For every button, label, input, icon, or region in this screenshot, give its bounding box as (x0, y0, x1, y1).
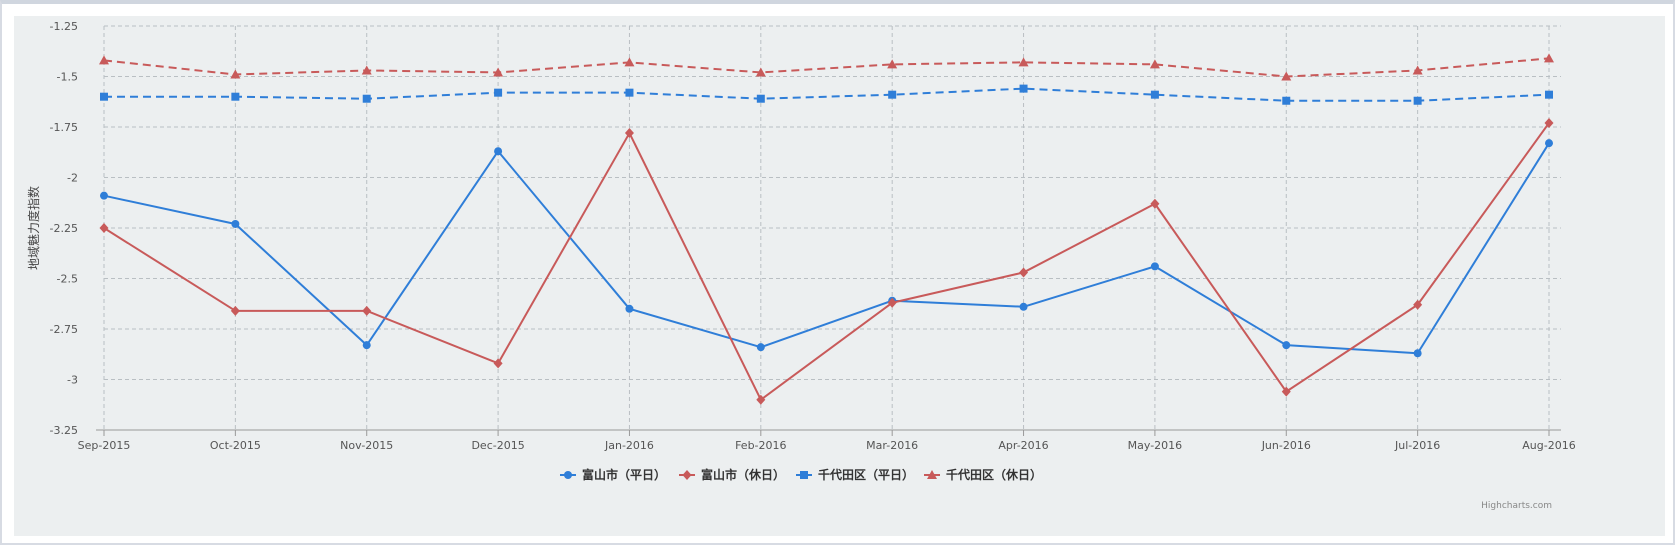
data-point[interactable] (362, 94, 371, 103)
series-line[interactable] (103, 142, 1550, 355)
legend-item-1[interactable]: 富山市（平日） (560, 467, 666, 482)
data-point[interactable] (1545, 139, 1553, 148)
y-tick-label: -3 (67, 374, 78, 387)
data-point[interactable] (231, 92, 240, 101)
data-point[interactable] (1282, 96, 1291, 105)
data-point[interactable] (887, 297, 897, 308)
data-point[interactable] (1281, 71, 1292, 81)
data-point[interactable] (624, 128, 634, 139)
y-axis: -1.25 -1.5 -1.75 -2 -2.25 -2.5 -2.75 -3 -3.25 (50, 20, 78, 437)
data-point[interactable] (1413, 299, 1423, 310)
series-line[interactable] (103, 122, 1550, 401)
data-point (682, 470, 692, 480)
data-point[interactable] (100, 191, 108, 200)
series-group (99, 53, 1554, 405)
data-point[interactable] (1281, 386, 1291, 397)
data-point[interactable] (756, 94, 765, 103)
data-point[interactable] (494, 147, 503, 156)
data-point[interactable] (1149, 59, 1160, 69)
data-point[interactable] (493, 358, 503, 369)
legend-label[interactable]: 千代田区（平日） (818, 467, 914, 482)
y-tick-label: -2.25 (50, 222, 78, 235)
y-tick-label: -1.25 (50, 20, 78, 33)
data-point[interactable] (1282, 341, 1291, 350)
data-point[interactable] (625, 304, 634, 313)
data-point[interactable] (1150, 262, 1159, 271)
data-point[interactable] (1412, 65, 1423, 75)
x-tick-label: Sep-2015 (78, 439, 131, 452)
data-point[interactable] (756, 394, 766, 405)
data-point[interactable] (1544, 117, 1554, 128)
data-point[interactable] (494, 88, 503, 97)
data-point (927, 470, 937, 479)
legend: 富山市（平日） 富山市（休日） 千代田区（平日） 千代田区（休日） (560, 467, 1042, 482)
y-axis-label: 地域魅力度指数 (26, 186, 41, 270)
data-point[interactable] (1545, 90, 1553, 99)
grid (103, 25, 1561, 431)
data-point (800, 471, 808, 479)
series-2 (99, 117, 1554, 405)
data-point[interactable] (624, 57, 635, 67)
data-point[interactable] (100, 92, 108, 101)
data-point[interactable] (493, 67, 504, 77)
legend-item-3[interactable]: 千代田区（平日） (796, 467, 914, 482)
data-point[interactable] (1019, 267, 1029, 278)
data-point[interactable] (361, 65, 372, 75)
data-point[interactable] (888, 90, 897, 99)
y-tick-label: -2 (67, 172, 78, 185)
data-point[interactable] (756, 343, 765, 352)
series-3 (100, 84, 1553, 105)
data-point[interactable] (1019, 302, 1028, 311)
x-tick-label: Jun-2016 (1261, 439, 1311, 452)
data-point[interactable] (230, 305, 240, 316)
data-point[interactable] (99, 223, 109, 233)
legend-item-4[interactable]: 千代田区（休日） (924, 467, 1042, 482)
legend-label[interactable]: 富山市（休日） (701, 467, 785, 482)
y-tick-label: -1.75 (50, 121, 78, 134)
x-tick-label: Mar-2016 (866, 439, 918, 452)
series-1 (100, 139, 1553, 358)
data-point[interactable] (1018, 57, 1029, 67)
x-tick-label: Nov-2015 (340, 439, 393, 452)
data-point (564, 471, 572, 479)
data-point[interactable] (1019, 84, 1028, 93)
data-point[interactable] (1150, 198, 1160, 209)
y-tick-label: -3.25 (50, 424, 78, 437)
data-point[interactable] (1413, 349, 1422, 358)
x-tick-label: Aug-2016 (1522, 439, 1575, 452)
data-point[interactable] (1544, 53, 1554, 63)
data-point[interactable] (231, 219, 240, 228)
x-tick-label: Dec-2015 (471, 439, 524, 452)
data-point[interactable] (1150, 90, 1159, 99)
data-point[interactable] (230, 69, 241, 79)
data-point[interactable] (625, 88, 634, 97)
x-tick-label: Feb-2016 (735, 439, 786, 452)
data-point[interactable] (99, 55, 109, 65)
series-line[interactable] (103, 57, 1550, 78)
data-point[interactable] (362, 341, 371, 350)
y-tick-label: -2.5 (57, 273, 78, 286)
line-chart: -1.25 -1.5 -1.75 -2 -2.25 -2.5 -2.75 -3 -3.25 Se… (26, 20, 1576, 511)
series-4 (99, 53, 1554, 81)
x-tick-label: May-2016 (1128, 439, 1183, 452)
chart-panel: -1.25 -1.5 -1.75 -2 -2.25 -2.5 -2.75 -3 -3.25 Se… (14, 16, 1665, 536)
legend-label[interactable]: 千代田区（休日） (946, 467, 1042, 482)
legend-label[interactable]: 富山市（平日） (582, 467, 666, 482)
data-point[interactable] (362, 305, 372, 316)
x-tick-label: Apr-2016 (998, 439, 1048, 452)
legend-item-2[interactable]: 富山市（休日） (679, 467, 785, 482)
x-tick-label: Jul-2016 (1394, 439, 1440, 452)
y-tick-label: -2.75 (50, 323, 78, 336)
x-tick-label: Jan-2016 (604, 439, 654, 452)
x-axis: Sep-2015 Oct-2015 Nov-2015 Dec-2015 Jan-2016… (78, 429, 1576, 452)
y-tick-label: -1.5 (57, 71, 78, 84)
data-point[interactable] (1413, 96, 1422, 105)
data-point[interactable] (755, 67, 766, 77)
series-line[interactable] (104, 87, 1550, 102)
credits[interactable]: Highcharts.com (1481, 501, 1552, 511)
data-point[interactable] (887, 59, 898, 69)
x-tick-label: Oct-2015 (210, 439, 261, 452)
